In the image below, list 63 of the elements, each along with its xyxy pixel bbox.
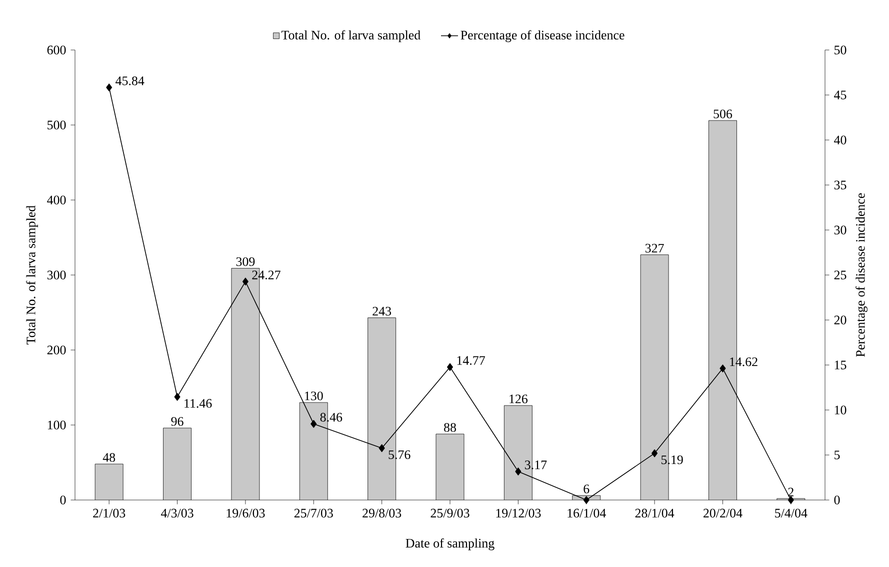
y2-tick-label: 20	[834, 316, 846, 324]
data-label: 5.19	[661, 455, 683, 464]
point	[446, 363, 454, 371]
x-tick-label: 2/1/03	[93, 508, 126, 518]
y-tick-label: 600	[47, 46, 66, 54]
data-label: 14.77	[457, 356, 485, 365]
y-tick-label: 400	[47, 196, 66, 204]
point	[242, 278, 248, 286]
y-tick-label: 300	[47, 270, 66, 280]
y2-tick-label: 45	[834, 90, 846, 100]
bar	[436, 434, 464, 500]
y2-tick-label: 30	[834, 226, 846, 234]
y2-tick-label: 25	[834, 270, 846, 280]
point	[515, 468, 522, 476]
x-tick-label: 16/1/04	[568, 508, 606, 518]
y2-tick-label: 5	[834, 450, 840, 460]
legend-label: Total No. of larva sampled	[281, 30, 420, 42]
y2-tick-label: 40	[834, 136, 846, 144]
y-tick-label: 100	[48, 420, 66, 430]
data-label: 126	[510, 394, 528, 404]
point	[106, 84, 112, 92]
y-axis-title: Total No. of larva sampled	[26, 205, 38, 344]
data-label: 506	[714, 110, 732, 118]
x-tick-label: 28/1/04	[635, 508, 674, 518]
data-label: 45.84	[116, 76, 144, 86]
data-label: 88	[444, 423, 456, 432]
x-tick-label: 19/12/03	[496, 508, 541, 518]
data-label: 130	[305, 392, 323, 400]
data-label: 6	[584, 484, 590, 494]
y-tick-label: 0	[60, 496, 66, 504]
y2-tick-label: 35	[834, 180, 846, 190]
x-tick-label: 29/8/03	[362, 508, 402, 518]
x-tick-label: 5/4/04	[775, 508, 808, 518]
data-label: 96	[171, 417, 184, 426]
bar	[95, 464, 124, 500]
data-label: 243	[372, 306, 392, 316]
x-tick-label: 20/2/04	[704, 508, 742, 518]
point	[174, 392, 180, 401]
x-axis-title: Date of sampling	[406, 538, 494, 550]
x-tick-label: 25/7/03	[294, 508, 333, 518]
data-label: 11.46	[184, 399, 212, 408]
point	[310, 420, 317, 428]
x-tick-label: 25/9/03	[430, 508, 470, 518]
point	[788, 496, 794, 504]
y-tick-label: 200	[47, 346, 66, 354]
point	[652, 449, 658, 458]
y2-tick-label: 50	[834, 46, 846, 54]
data-label: 2	[788, 488, 794, 496]
x-tick-label: 4/3/03	[160, 508, 194, 518]
y2-tick-label: 10	[834, 406, 846, 414]
legend-label: Percentage of disease incidence	[460, 30, 624, 42]
data-label: 309	[236, 257, 255, 266]
data-label: 327	[645, 244, 664, 253]
point	[720, 364, 726, 372]
y2-tick-label: 15	[834, 360, 846, 370]
y2-tick-label: 0	[834, 496, 840, 504]
y-tick-label: 500	[48, 120, 66, 130]
point	[583, 496, 590, 504]
data-label: 48	[102, 453, 116, 462]
y2-axis-title: Percentage of disease incidence	[856, 193, 868, 357]
bar	[163, 428, 192, 500]
point	[378, 444, 385, 452]
x-tick-label: 19/6/03	[226, 508, 265, 518]
